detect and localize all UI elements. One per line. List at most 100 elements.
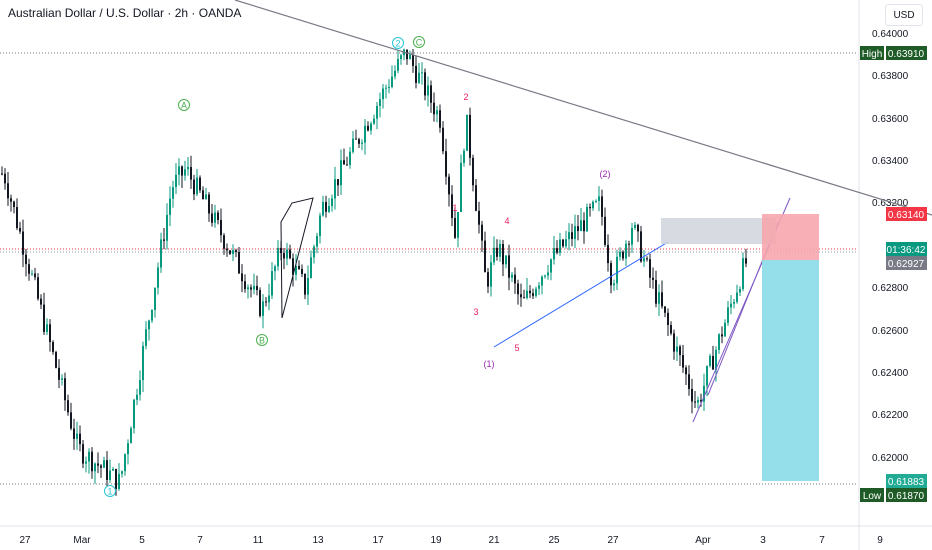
candle-body [244,281,246,290]
y-tick-label: 0.62600 [872,326,909,337]
candle-body [247,287,249,290]
candle-body [322,202,324,216]
candle-body [421,72,423,74]
candle-body [178,166,180,175]
candle-body [499,244,501,257]
candle-body [130,428,132,444]
candle-body [121,471,123,474]
candle-body [541,276,543,286]
candle-body [583,220,585,232]
candle-body [622,251,624,259]
candle-body [289,249,291,259]
candle-body [103,460,105,468]
candle-body [250,287,252,290]
candle-body [721,334,723,337]
candle-body [241,273,243,282]
candle-body [181,166,183,176]
candle-body [22,231,24,255]
candle-body [70,412,72,429]
y-tick-label: 0.62800 [872,283,909,294]
candle-body [214,212,216,223]
candle-body [418,72,420,83]
candle-body [634,224,636,229]
level-tag-value: 0.61883 [888,477,925,488]
level-tag-value: 0.62927 [888,259,925,270]
candle-body [184,169,186,176]
candle-body [406,49,408,60]
candle-body [133,399,135,429]
wave-label-circle [104,485,116,497]
candle-body [205,194,207,200]
x-tick-label: Mar [73,535,91,546]
candle-body [271,271,273,296]
candle-body [169,198,171,215]
candle-body [469,114,471,158]
candle-body [637,224,639,232]
candle-body [349,151,351,165]
candle-body [712,355,714,370]
candle-body [259,290,261,316]
y-tick-label: 0.62000 [872,453,909,464]
y-tick-label: 0.63400 [872,156,909,167]
wave-label: A [181,101,187,111]
candle-body [394,70,396,77]
candle-body [643,258,645,262]
candle-body [262,301,264,316]
wave-label: 2 [463,92,468,102]
candle-body [556,248,558,253]
candle-body [724,322,726,337]
candle-body [118,473,120,489]
candle-body [199,177,201,191]
candle-body [7,183,9,199]
candle-body [331,198,333,207]
candle-body [109,470,111,480]
candle-body [460,162,462,212]
candle-body [1,173,3,175]
candle-body [34,273,36,278]
candle-body [697,399,699,403]
candle-body [490,262,492,287]
candle-body [628,243,630,245]
candle-body [391,76,393,87]
candle-body [586,206,588,232]
candle-body [589,206,591,209]
candle-body [136,394,138,400]
candle-body [535,288,537,296]
candle-body [691,388,693,402]
candle-body [610,263,612,286]
candle-body [508,255,510,278]
candle-body [256,285,258,291]
x-tick-label: 21 [488,535,500,546]
candle-body [412,54,414,66]
candle-body [574,226,576,239]
candle-body [688,374,690,389]
candle-body [286,249,288,259]
y-tick-label: 0.64000 [872,29,909,40]
candle-body [427,85,429,96]
candle-body [676,346,678,352]
wave-label: 4 [504,216,509,226]
x-tick-label: 25 [548,535,560,546]
candle-body [235,250,237,252]
candle-body [352,138,354,152]
candle-body [43,304,45,332]
candle-body [16,207,18,229]
candle-body [700,399,702,402]
candle-body [580,220,582,232]
candle-body [484,240,486,273]
candle-body [367,125,369,131]
currency-button[interactable]: USD [885,4,923,26]
candle-body [208,194,210,214]
candle-body [640,231,642,262]
candle-body [376,105,378,119]
candle-body [409,54,411,60]
level-tag-box [886,46,927,60]
candle-body [124,454,126,472]
level-tag-label: Low [863,491,882,502]
candle-body [742,258,744,290]
candle-body [295,265,297,275]
candle-body [28,264,30,274]
candle-body [694,401,696,403]
level-tag-box [886,488,927,502]
